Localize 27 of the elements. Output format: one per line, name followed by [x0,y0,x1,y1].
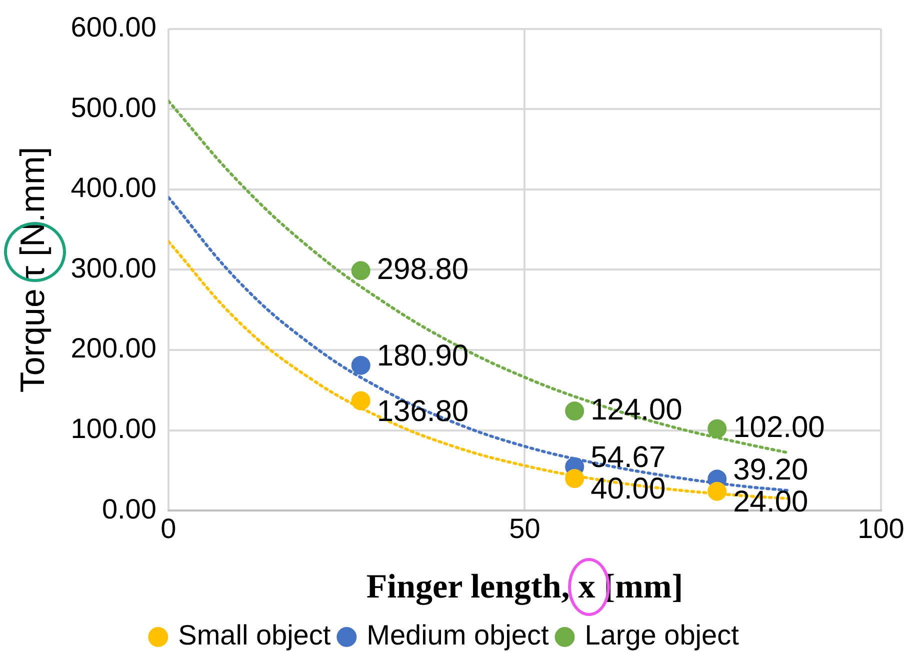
legend-label: Small object [178,620,331,651]
point [565,468,584,488]
point [351,356,370,375]
y-axis-title: Torque τ [N.mm] [14,146,52,393]
x-tick-label: 0 [160,513,176,544]
y-tick-label: 200.00 [70,332,156,364]
legend-label: Medium object [366,620,549,651]
data-label: 40.00 [590,472,666,506]
y-tick-label: 500.00 [70,92,156,123]
y-tick-label: 300.00 [70,252,156,284]
data-label: 102.00 [733,410,825,444]
point [708,419,727,438]
point [565,402,584,421]
y-tick-label: 100.00 [70,413,156,444]
x-tick-label: 100 [858,513,904,544]
y-tick-label: 0.00 [102,493,156,524]
point [708,482,727,501]
point [351,391,370,410]
data-label: 54.67 [590,440,666,474]
legend-label: Large object [584,620,740,651]
data-label: 39.20 [733,453,808,486]
point [351,261,370,280]
y-tick-label: 400.00 [70,172,156,204]
data-label: 180.90 [376,340,469,373]
data-label: 298.80 [376,252,469,286]
y-tick-label: 600.00 [70,12,156,43]
x-tick-label: 50 [509,513,540,544]
